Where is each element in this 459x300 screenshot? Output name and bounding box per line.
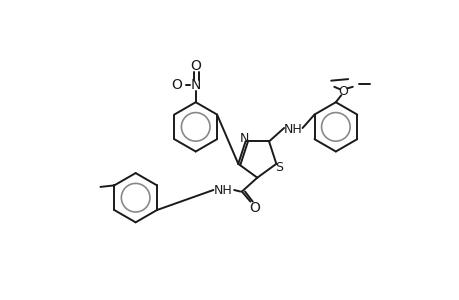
Text: N: N (190, 78, 201, 92)
Text: O: O (248, 201, 259, 215)
Text: O: O (338, 85, 348, 98)
Text: O: O (171, 78, 181, 92)
Text: NH: NH (213, 184, 232, 196)
Text: NH: NH (283, 123, 302, 136)
Text: N: N (239, 132, 248, 145)
Text: S: S (274, 161, 282, 174)
Text: O: O (190, 59, 201, 73)
